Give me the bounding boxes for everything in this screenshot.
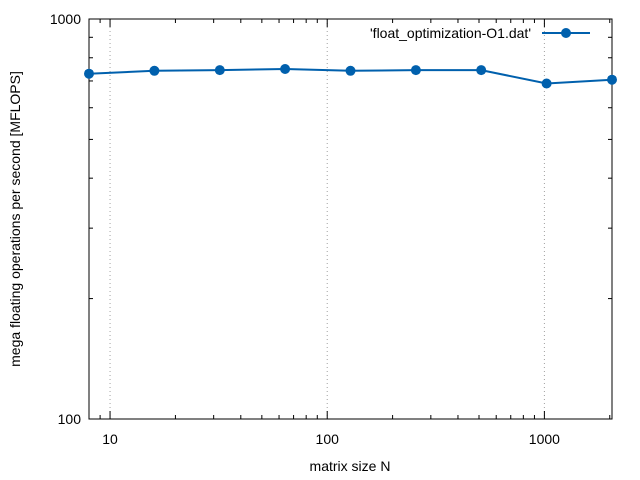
x-axis-label: matrix size N: [310, 458, 391, 474]
grid: [109, 19, 545, 419]
data-point: [214, 65, 225, 76]
data-point: [345, 65, 356, 76]
ticks: [88, 19, 612, 419]
x-tick-label: 1000: [529, 431, 560, 447]
y-tick-label: 1000: [50, 11, 81, 27]
data-point: [84, 68, 94, 79]
y-axis-label: mega floating operations per second [MFL…: [7, 71, 23, 367]
tick-labels: 10 100 1000 100 1000: [50, 11, 560, 447]
data-point: [476, 65, 487, 76]
legend: 'float_optimization-O1.dat': [370, 25, 590, 41]
y-tick-label: 100: [58, 411, 82, 427]
legend-marker: [561, 28, 571, 38]
data-point: [149, 65, 160, 76]
data-point: [410, 65, 421, 76]
plot-frame: [88, 18, 613, 420]
series: [84, 64, 617, 89]
legend-label: 'float_optimization-O1.dat': [370, 25, 531, 41]
x-tick-label: 100: [316, 431, 340, 447]
x-tick-label: 10: [102, 431, 118, 447]
data-point: [607, 74, 617, 85]
data-point: [541, 78, 552, 89]
data-point: [280, 64, 291, 74]
